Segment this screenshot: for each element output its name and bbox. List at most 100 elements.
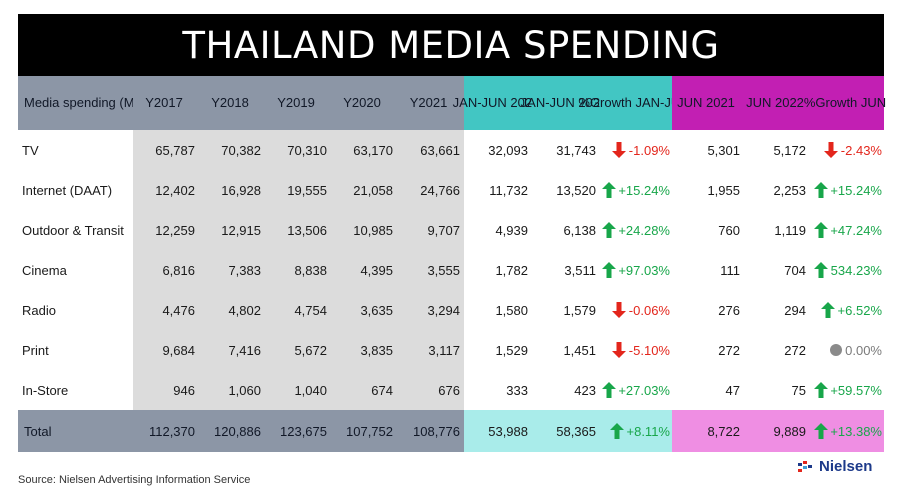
value-jun-2021: 47 [672,370,744,410]
media-label: In-Store [18,370,133,410]
value-h1-2021: 53,988 [464,410,532,452]
growth-value: -1.09% [628,142,670,158]
value-y2017: 946 [133,370,199,410]
value-h1-2021: 4,939 [464,210,532,250]
value-jun-2021: 5,301 [672,130,744,170]
value-h1-2021: 1,529 [464,330,532,370]
value-y2020: 3,635 [331,290,397,330]
nielsen-mark-icon [798,460,812,472]
arrow-up-icon [601,262,616,279]
value-y2017: 6,816 [133,250,199,290]
value-y2019: 123,675 [265,410,331,452]
header-y2021: Y2021 [397,76,464,130]
value-h1-2022: 423 [532,370,600,410]
value-y2021: 108,776 [397,410,464,452]
growth-value: +15.24% [618,182,670,198]
media-label: TV [18,130,133,170]
value-jun-2022: 9,889 [744,410,810,452]
arrow-down-icon [612,302,627,319]
value-y2020: 107,752 [331,410,397,452]
value-y2020: 674 [331,370,397,410]
growth-jan-jun-cell: +8.11% [600,410,672,452]
header-y2019: Y2019 [265,76,331,130]
value-h1-2021: 333 [464,370,532,410]
dot-icon [828,342,843,359]
value-y2017: 12,259 [133,210,199,250]
header-growth-jan-jun: %Growth JAN-JUN [578,76,690,130]
value-y2020: 3,835 [331,330,397,370]
value-y2019: 19,555 [265,170,331,210]
media-label: Internet (DAAT) [18,170,133,210]
value-y2019: 4,754 [265,290,331,330]
value-y2020: 21,058 [331,170,397,210]
media-label: Radio [18,290,133,330]
media-label: Cinema [18,250,133,290]
value-h1-2022: 1,579 [532,290,600,330]
value-y2017: 4,476 [133,290,199,330]
growth-value: +47.24% [830,222,882,238]
media-spending-table: Media spending (Million THB) Y2017 Y2018… [18,76,886,452]
value-jun-2022: 1,119 [744,210,810,250]
value-y2018: 1,060 [199,370,265,410]
arrow-up-icon [814,262,829,279]
value-y2019: 1,040 [265,370,331,410]
value-jun-2022: 75 [744,370,810,410]
value-jun-2022: 2,253 [744,170,810,210]
page-title: THAILAND MEDIA SPENDING [18,14,884,76]
value-jun-2021: 272 [672,330,744,370]
arrow-up-icon [821,302,836,319]
growth-jun-cell: +6.52% [810,290,884,330]
value-y2018: 16,928 [199,170,265,210]
value-y2018: 7,383 [199,250,265,290]
arrow-down-icon [612,142,627,159]
arrow-up-icon [813,182,828,199]
header-y2020: Y2020 [331,76,397,130]
growth-value: 0.00% [845,342,882,358]
value-jun-2022: 294 [744,290,810,330]
growth-jun-cell: +47.24% [810,210,884,250]
header-jan-jun-2021: JAN-JUN 2021 [453,76,539,130]
arrow-up-icon [610,423,625,440]
growth-value: +6.52% [837,302,882,318]
growth-jun-cell: 534.23% [810,250,884,290]
value-y2017: 112,370 [133,410,199,452]
growth-value: +24.28% [618,222,670,238]
growth-value: 534.23% [830,262,882,278]
value-y2017: 65,787 [133,130,199,170]
value-y2018: 7,416 [199,330,265,370]
value-y2018: 120,886 [199,410,265,452]
value-jun-2021: 8,722 [672,410,744,452]
growth-jun-cell: +13.38% [810,410,884,452]
value-y2018: 12,915 [199,210,265,250]
value-h1-2022: 58,365 [532,410,600,452]
growth-value: +8.11% [626,423,671,439]
value-h1-2021: 32,093 [464,130,532,170]
value-h1-2022: 6,138 [532,210,600,250]
value-h1-2022: 3,511 [532,250,600,290]
growth-jan-jun-cell: +15.24% [600,170,672,210]
value-jun-2022: 5,172 [744,130,810,170]
value-jun-2022: 272 [744,330,810,370]
growth-jun-cell: -2.43% [810,130,884,170]
media-label: Outdoor & Transit [18,210,133,250]
arrow-down-icon [612,342,627,359]
value-y2019: 5,672 [265,330,331,370]
value-y2020: 4,395 [331,250,397,290]
arrow-down-icon [824,142,839,159]
nielsen-logo: Nielsen [798,458,872,475]
header-y2017: Y2017 [133,76,199,130]
nielsen-logo-text: Nielsen [819,458,873,475]
value-y2021: 24,766 [397,170,464,210]
header-growth-jun: %Growth JUN [804,76,886,130]
growth-jan-jun-cell: +97.03% [600,250,672,290]
growth-jun-cell: +59.57% [810,370,884,410]
value-h1-2022: 1,451 [532,330,600,370]
media-label: Print [18,330,133,370]
value-y2021: 3,117 [397,330,464,370]
value-y2018: 4,802 [199,290,265,330]
value-jun-2021: 760 [672,210,744,250]
growth-jan-jun-cell: +27.03% [600,370,672,410]
header-jun-2021: JUN 2021 [672,76,744,130]
arrow-up-icon [813,222,828,239]
growth-jun-cell: +15.24% [810,170,884,210]
